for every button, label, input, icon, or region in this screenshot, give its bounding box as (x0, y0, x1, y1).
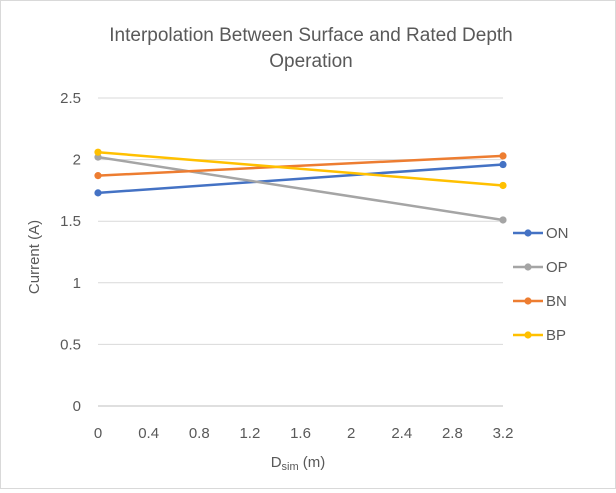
x-axis-label-main: D (271, 454, 282, 471)
x-tick-label-4: 1.6 (290, 425, 311, 442)
data-point-op-0 (94, 153, 102, 161)
series-bp (94, 148, 507, 190)
x-tick-label-7: 2.8 (442, 425, 463, 442)
legend-label-bn: BN (546, 293, 567, 310)
x-tick-label-2: 0.8 (189, 425, 210, 442)
legend-item-on: ON (513, 225, 569, 242)
legend-label-bp: BP (546, 327, 566, 344)
x-tick-label-3: 1.2 (239, 425, 260, 442)
legend-swatch-marker-on (524, 229, 532, 237)
legend-swatch-marker-bp (524, 331, 532, 339)
x-axis-label: Dsim (m) (271, 454, 326, 473)
y-tick-label-1: 0.5 (60, 336, 81, 353)
data-point-op-1 (499, 216, 507, 224)
series-line-on (97, 163, 504, 195)
x-axis-label-unit: (m) (299, 454, 326, 471)
series-on (94, 160, 507, 197)
legend-item-op: OP (513, 259, 568, 276)
series-lines (94, 148, 507, 224)
y-tick-label-3: 1.5 (60, 213, 81, 230)
y-tick-label-0: 0 (73, 398, 81, 415)
gridlines (98, 97, 503, 407)
x-tick-label-5: 2 (347, 425, 355, 442)
legend-label-on: ON (546, 225, 569, 242)
legend-label-op: OP (546, 259, 568, 276)
series-op (94, 153, 507, 224)
chart-title-line-2: Operation (269, 51, 352, 72)
x-tick-label-0: 0 (94, 425, 102, 442)
x-axis-label-subscript: sim (282, 461, 299, 473)
series-line-op (97, 155, 504, 222)
y-tick-label-5: 2.5 (60, 90, 81, 107)
legend-item-bn: BN (513, 293, 567, 310)
data-point-on-1 (499, 160, 507, 169)
legend: ON OP BN BP (513, 225, 569, 344)
data-point-on-0 (94, 189, 102, 197)
x-tick-labels: 0 0.4 0.8 1.2 1.6 2 2.4 2.8 3.2 (94, 425, 514, 442)
data-point-bp-0 (94, 148, 102, 156)
chart-title-line-1: Interpolation Between Surface and Rated … (109, 25, 513, 46)
series-line-bp (97, 150, 504, 187)
series-bn (94, 152, 507, 180)
x-tick-label-8: 3.2 (493, 425, 514, 442)
legend-swatch-marker-bn (524, 297, 532, 305)
data-point-bp-1 (499, 181, 507, 190)
legend-item-bp: BP (513, 327, 566, 344)
data-point-bn-0 (94, 172, 102, 180)
y-tick-labels: 0 0.5 1 1.5 2 2.5 (60, 90, 81, 415)
y-tick-label-2: 1 (73, 275, 81, 292)
series-line-bn (97, 154, 504, 177)
data-point-bn-1 (499, 152, 507, 160)
legend-swatch-marker-op (524, 263, 532, 271)
x-tick-label-1: 0.4 (138, 425, 159, 442)
y-axis-label: Current (A) (26, 220, 43, 294)
x-tick-label-6: 2.4 (391, 425, 412, 442)
y-tick-label-4: 2 (73, 152, 81, 169)
